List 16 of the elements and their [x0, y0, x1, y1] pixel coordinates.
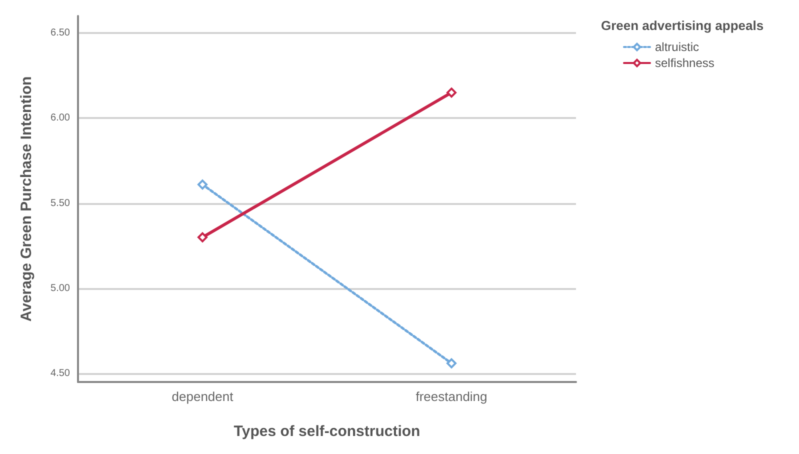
legend-label: altruistic	[655, 40, 700, 54]
y-tick-label: 6.50	[50, 28, 70, 39]
legend-title: Green advertising appeals	[601, 18, 764, 33]
x-tick-label: dependent	[172, 389, 234, 404]
y-tick-label: 4.50	[50, 368, 70, 379]
point	[446, 88, 456, 98]
point	[198, 180, 208, 190]
y-tick-label: 6.00	[50, 112, 70, 124]
point	[198, 232, 208, 242]
x-tick-label: freestanding	[416, 389, 488, 404]
point	[446, 358, 456, 368]
legend-label: selfishness	[655, 56, 714, 70]
y-tick-label: 5.00	[50, 282, 70, 294]
y-axis-title: Average Green Purchase Intention	[18, 76, 35, 322]
y-tick-label: 5.50	[50, 198, 70, 209]
x-axis-title: Types of self-construction	[234, 423, 420, 440]
